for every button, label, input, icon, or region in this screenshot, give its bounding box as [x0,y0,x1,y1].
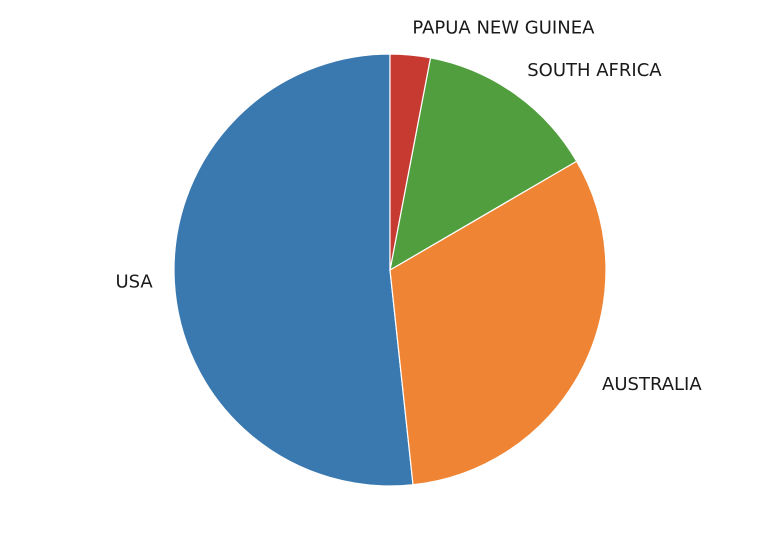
pie-slice-south-africa [389,57,578,272]
pie-label-usa: USA [115,272,153,293]
pie-wedges [173,53,607,487]
pie-slice-australia [389,160,607,486]
pie-slice-usa [173,53,414,487]
pie-label-australia: AUSTRALIA [602,374,702,395]
pie-label-papua-new-guinea: PAPUA NEW GUINEA [412,17,595,38]
pie-labels: USA AUSTRALIA SOUTH AFRICA PAPUA NEW GUINEA [115,17,702,395]
pie-slice-papua-new-guinea [389,53,432,271]
pie-label-south-africa: SOUTH AFRICA [527,60,662,81]
